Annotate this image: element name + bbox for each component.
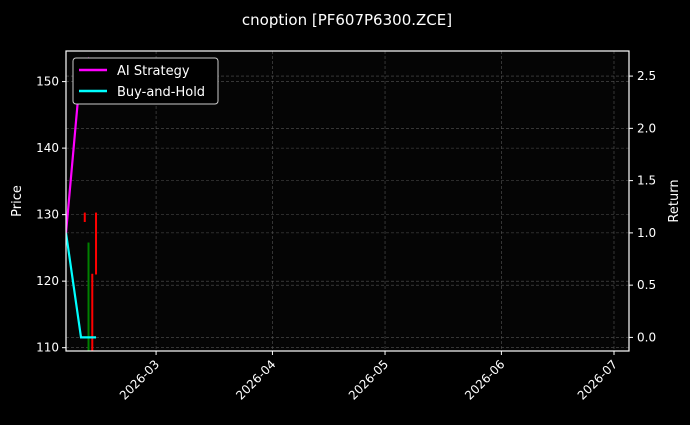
y2-axis-label: Return xyxy=(667,179,682,222)
legend-label-buy-and-hold: Buy-and-Hold xyxy=(117,85,205,100)
y2-tick-label: 0.5 xyxy=(637,278,656,292)
y2-tick-label: 2.0 xyxy=(637,121,656,135)
y2-tick-label: 2.5 xyxy=(637,69,656,83)
y-tick-label: 110 xyxy=(36,341,59,355)
chart-title: cnoption [PF607P6300.ZCE] xyxy=(242,11,452,29)
candle-body xyxy=(91,273,94,351)
grid xyxy=(66,51,629,351)
legend: AI Strategy Buy-and-Hold xyxy=(72,57,219,105)
y2-tick-label: 1.0 xyxy=(637,226,656,240)
y2-tick-label: 0.0 xyxy=(637,330,656,344)
y-tick-label: 120 xyxy=(36,274,59,288)
y-axis-label: Price xyxy=(10,185,25,217)
series-line-buy-and-hold xyxy=(66,232,97,339)
y-tick-label: 130 xyxy=(36,208,59,222)
y-tick-label: 150 xyxy=(36,75,59,89)
y2-tick-label: 1.5 xyxy=(637,174,656,188)
candle-body xyxy=(83,212,86,222)
candle-body xyxy=(95,212,98,275)
candle-body xyxy=(87,242,90,351)
plot-frame xyxy=(65,50,630,352)
legend-label-ai-strategy: AI Strategy xyxy=(117,64,190,79)
y-tick-label: 140 xyxy=(36,141,59,155)
